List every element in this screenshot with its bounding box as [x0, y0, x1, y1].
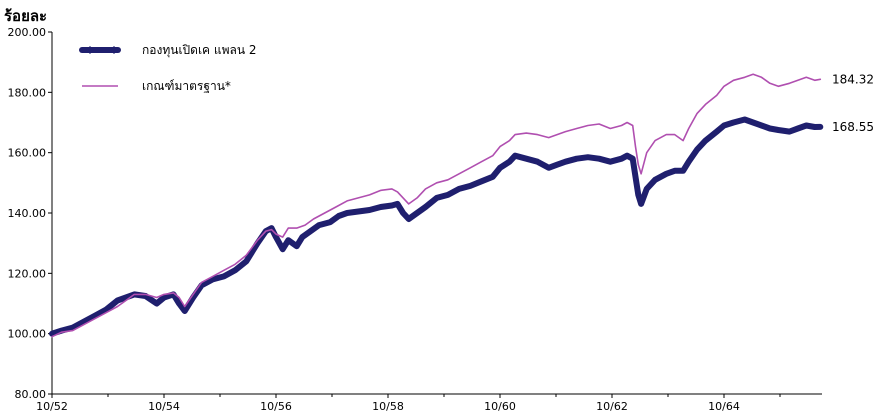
x-tick-label: 10/54 — [148, 400, 180, 413]
y-tick-label: 80.00 — [15, 388, 47, 401]
y-tick-label: 120.00 — [8, 267, 47, 280]
x-tick-label: 10/64 — [708, 400, 740, 413]
y-tick-label: 160.00 — [8, 147, 47, 160]
legend-label-fund: กองทุนเปิดเค แพลน 2 — [142, 43, 257, 58]
end-labels: 168.55 184.32 — [832, 72, 874, 134]
end-label-fund: 168.55 — [832, 120, 874, 134]
legend-label-benchmark: เกณฑ์มาตรฐาน* — [142, 79, 231, 93]
y-tick-label: 100.00 — [8, 328, 47, 341]
x-tick-labels: 10/52 10/54 10/56 10/58 10/60 10/62 10/64 — [36, 400, 740, 413]
y-tick-label: 200.00 — [8, 26, 47, 39]
x-tick-label: 10/60 — [484, 400, 516, 413]
y-tick-label: 180.00 — [8, 86, 47, 99]
end-label-benchmark: 184.32 — [832, 72, 874, 86]
series-line-benchmark — [51, 73, 822, 338]
x-tick-label: 10/58 — [372, 400, 404, 413]
y-axis-title: ร้อยละ — [4, 7, 48, 25]
y-tick-labels: 80.00 100.00 120.00 140.00 160.00 180.00 200.0… — [8, 26, 47, 401]
legend-marker-fund — [86, 46, 118, 54]
legend: กองทุนเปิดเค แพลน 2 เกณฑ์มาตรฐาน* — [79, 43, 257, 93]
series-lines — [49, 73, 824, 338]
x-tick-label: 10/52 — [36, 400, 68, 413]
x-tick-label: 10/56 — [260, 400, 292, 413]
series-line-fund — [49, 116, 824, 337]
y-tick-label: 140.00 — [8, 207, 47, 220]
x-tick-label: 10/62 — [596, 400, 628, 413]
